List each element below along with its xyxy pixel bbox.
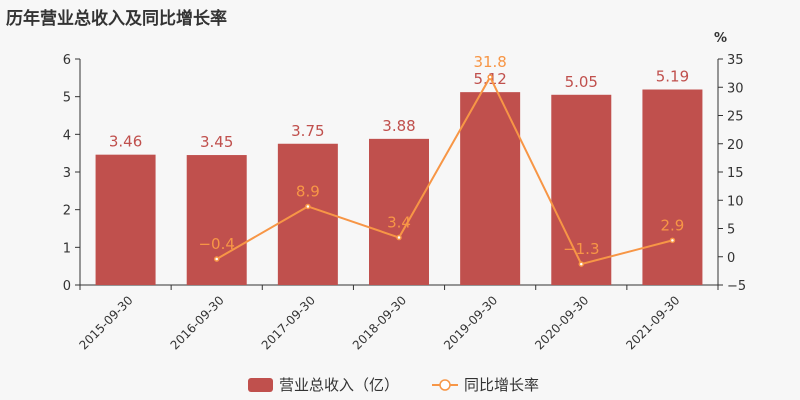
- bar: [551, 94, 612, 286]
- legend-label-growth: 同比增长率: [464, 376, 540, 394]
- legend-item-revenue[interactable]: 营业总收入（亿）: [248, 374, 399, 395]
- growth-data-label: 31.8: [473, 53, 506, 71]
- right-axis-tick-label: 0: [727, 251, 735, 266]
- left-axis-tick-label: 0: [63, 279, 71, 294]
- x-axis-tick-label: 2016-09-30: [168, 293, 227, 352]
- x-axis-tick-label: 2018-09-30: [350, 293, 409, 352]
- bar-data-label: 3.88: [382, 117, 415, 135]
- growth-point: [213, 256, 220, 262]
- chart-title: 历年营业总收入及同比增长率: [6, 9, 227, 29]
- growth-data-label: −0.4: [198, 235, 234, 253]
- right-axis-tick-label: 35: [727, 53, 744, 68]
- bar: [277, 143, 338, 285]
- right-axis-tick-label: 15: [727, 166, 744, 181]
- legend-label-revenue: 营业总收入（亿）: [279, 376, 400, 394]
- x-axis-tick-label: 2017-09-30: [259, 293, 318, 352]
- bar: [369, 138, 429, 285]
- growth-data-label: 3.4: [387, 214, 411, 232]
- bar: [186, 155, 247, 285]
- right-axis-unit-label: %: [714, 31, 727, 46]
- growth-data-label: −1.3: [563, 240, 599, 258]
- growth-data-label: 8.9: [296, 182, 320, 200]
- bar-data-label: 3.46: [109, 133, 142, 151]
- x-axis-tick-label: 2020-09-30: [532, 293, 591, 352]
- left-axis-tick-label: 3: [63, 166, 71, 181]
- right-axis-tick-label: −5: [727, 279, 746, 294]
- left-axis-tick-label: 6: [63, 53, 71, 68]
- right-axis-tick-label: 25: [727, 110, 744, 125]
- left-axis-tick-label: 2: [63, 204, 71, 219]
- bar-data-label: 5.05: [565, 73, 598, 91]
- bar-data-label: 5.19: [656, 68, 689, 86]
- right-axis-tick-label: 20: [727, 138, 744, 153]
- bar: [460, 92, 521, 285]
- bar-data-label: 3.75: [291, 122, 324, 140]
- growth-point: [578, 261, 585, 267]
- growth-point: [305, 203, 311, 210]
- legend-line-circle-icon: [432, 378, 458, 391]
- bar-data-label: 3.45: [200, 133, 233, 151]
- growth-point: [396, 234, 402, 241]
- growth-point: [487, 74, 493, 80]
- x-axis-tick-label: 2021-09-30: [623, 293, 682, 352]
- growth-point: [669, 237, 676, 244]
- growth-data-label: 2.9: [660, 216, 684, 234]
- left-axis-tick-label: 5: [63, 91, 71, 106]
- x-axis-tick-label: 2015-09-30: [76, 293, 135, 352]
- x-axis-tick-label: 2019-09-30: [441, 293, 500, 352]
- legend-item-growth[interactable]: 同比增长率: [432, 374, 539, 395]
- legend-bar-swatch-icon: [248, 377, 273, 392]
- growth-line: [216, 74, 673, 266]
- left-axis-tick-label: 4: [63, 128, 71, 143]
- right-axis-tick-label: 10: [727, 194, 744, 209]
- bar: [642, 89, 703, 285]
- right-axis-tick-label: 5: [727, 223, 735, 238]
- bar: [95, 154, 156, 285]
- left-axis-tick-label: 1: [63, 241, 71, 256]
- right-axis-tick-label: 30: [727, 81, 744, 96]
